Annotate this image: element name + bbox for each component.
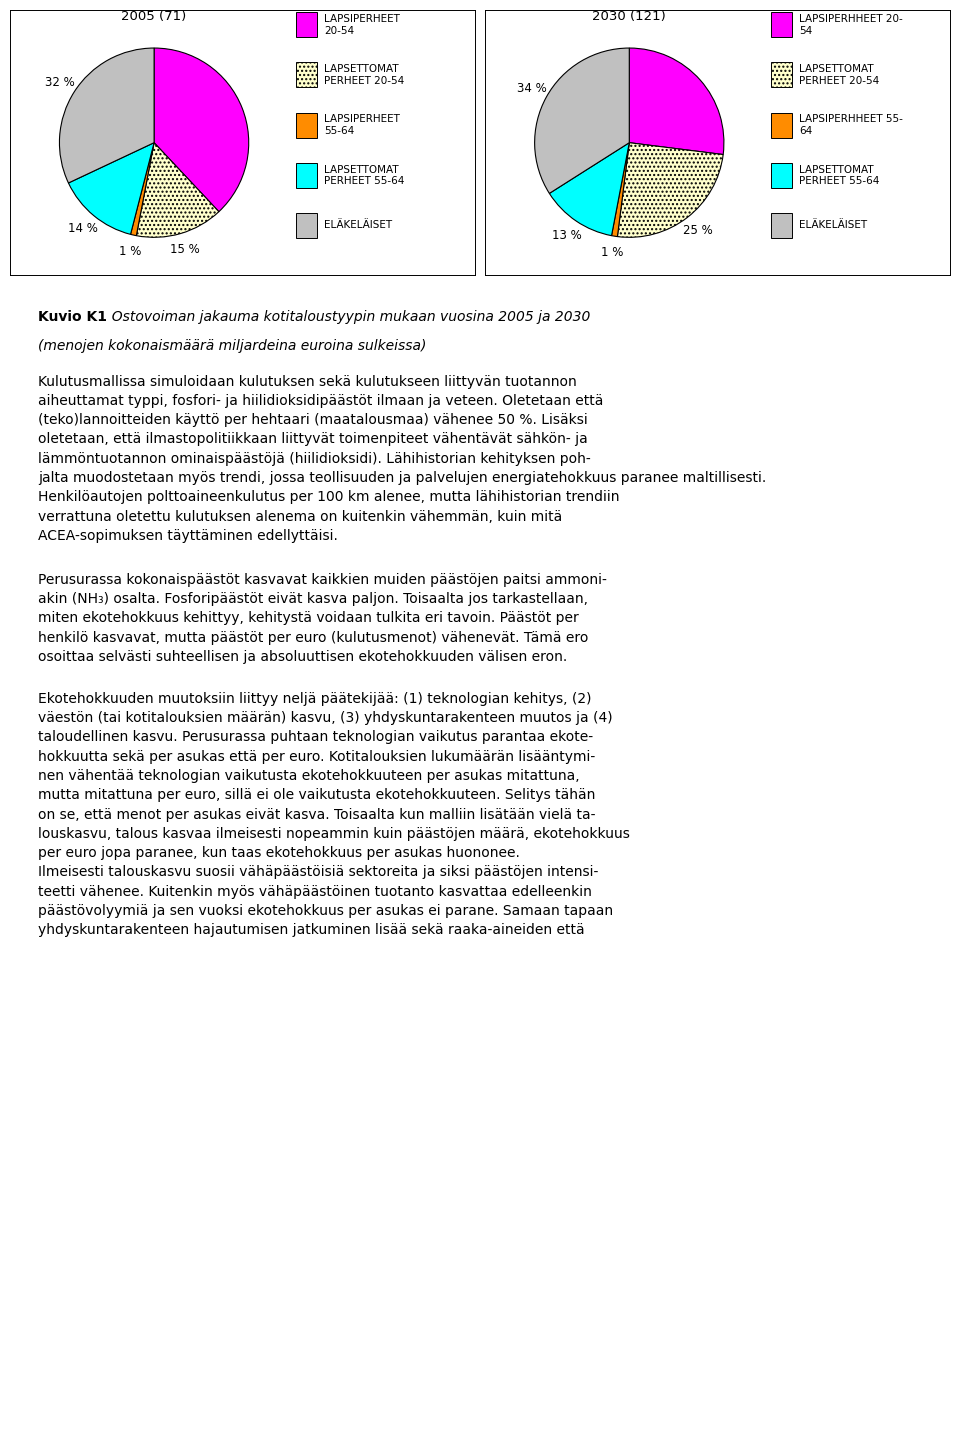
Text: LAPSETTOMAT
PERHEET 55-64: LAPSETTOMAT PERHEET 55-64 [799, 165, 879, 186]
Bar [296, 63, 317, 87]
Bar [771, 212, 792, 238]
Wedge shape [154, 47, 249, 212]
Wedge shape [136, 143, 219, 237]
Bar [771, 113, 792, 138]
Bar [771, 163, 792, 188]
Text: LAPSIPERHEET
55-64: LAPSIPERHEET 55-64 [324, 115, 399, 136]
Text: LAPSIPERHHEET 20-
54: LAPSIPERHHEET 20- 54 [799, 14, 902, 36]
Wedge shape [535, 47, 630, 194]
Wedge shape [131, 143, 154, 235]
Text: LAPSIPERHHEET 55-
64: LAPSIPERHHEET 55- 64 [799, 115, 902, 136]
Text: ELÄKELÄISET: ELÄKELÄISET [799, 221, 867, 231]
Text: LAPSIPERHEET
20-54: LAPSIPERHEET 20-54 [324, 14, 399, 36]
Text: Perusurassa kokonaispäästöt kasvavat kaikkien muiden päästöjen paitsi ammoni-
ak: Perusurassa kokonaispäästöt kasvavat kai… [38, 572, 608, 664]
Wedge shape [612, 143, 630, 237]
Bar [296, 13, 317, 37]
Text: ELÄKELÄISET: ELÄKELÄISET [324, 221, 392, 231]
Bar [771, 13, 792, 37]
Text: 13 %: 13 % [552, 228, 582, 241]
Text: Kulutusmallissa simuloidaan kulutuksen sekä kulutukseen liittyvän tuotannon
aihe: Kulutusmallissa simuloidaan kulutuksen s… [38, 374, 767, 543]
Text: Kuvio K1: Kuvio K1 [38, 310, 108, 324]
Wedge shape [60, 47, 155, 184]
Text: 14 %: 14 % [68, 222, 98, 235]
Bar [296, 113, 317, 138]
Text: LAPSETTOMAT
PERHEET 20-54: LAPSETTOMAT PERHEET 20-54 [324, 65, 404, 86]
Bar [296, 163, 317, 188]
Text: 25 %: 25 % [683, 225, 712, 238]
Text: LAPSETTOMAT
PERHEET 20-54: LAPSETTOMAT PERHEET 20-54 [799, 65, 879, 86]
Bar [296, 212, 317, 238]
Text: 32 %: 32 % [45, 76, 75, 89]
Text: 15 %: 15 % [170, 244, 200, 257]
Text: 1 %: 1 % [118, 245, 141, 258]
Text: 34 %: 34 % [516, 82, 546, 96]
Title: 2005 (71): 2005 (71) [122, 10, 186, 23]
Title: 2030 (121): 2030 (121) [592, 10, 666, 23]
Wedge shape [549, 143, 630, 235]
Wedge shape [629, 47, 724, 155]
Bar [771, 63, 792, 87]
Text: Ekotehokkuuden muutoksiin liittyy neljä päätekijää: (1) teknologian kehitys, (2): Ekotehokkuuden muutoksiin liittyy neljä … [38, 691, 631, 938]
Text: (menojen kokonaismäärä miljardeina euroina sulkeissa): (menojen kokonaismäärä miljardeina euroi… [38, 340, 427, 353]
Wedge shape [68, 143, 154, 234]
Wedge shape [617, 143, 723, 237]
Text: 1 %: 1 % [601, 247, 623, 260]
Text: LAPSETTOMAT
PERHEET 55-64: LAPSETTOMAT PERHEET 55-64 [324, 165, 404, 186]
Text: . Ostovoiman jakauma kotitaloustyypin mukaan vuosina 2005 ja 2030: . Ostovoiman jakauma kotitaloustyypin mu… [103, 310, 590, 324]
